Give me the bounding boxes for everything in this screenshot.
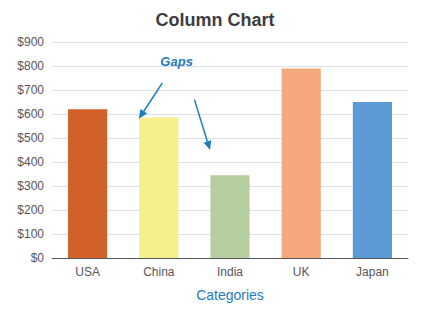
- svg-text:$800: $800: [17, 59, 44, 73]
- svg-text:$0: $0: [31, 251, 45, 265]
- svg-text:$600: $600: [17, 107, 44, 121]
- svg-text:Gaps: Gaps: [160, 54, 193, 69]
- svg-text:UK: UK: [293, 265, 310, 279]
- svg-text:India: India: [217, 265, 243, 279]
- svg-text:$200: $200: [17, 203, 44, 217]
- svg-text:Column Chart: Column Chart: [156, 10, 275, 30]
- svg-text:Categories: Categories: [196, 287, 264, 303]
- svg-text:$300: $300: [17, 179, 44, 193]
- svg-text:China: China: [143, 265, 175, 279]
- svg-text:USA: USA: [75, 265, 100, 279]
- svg-text:$100: $100: [17, 227, 44, 241]
- svg-text:$900: $900: [17, 35, 44, 49]
- svg-text:$400: $400: [17, 155, 44, 169]
- svg-text:$500: $500: [17, 131, 44, 145]
- svg-text:$700: $700: [17, 83, 44, 97]
- svg-text:Japan: Japan: [356, 265, 389, 279]
